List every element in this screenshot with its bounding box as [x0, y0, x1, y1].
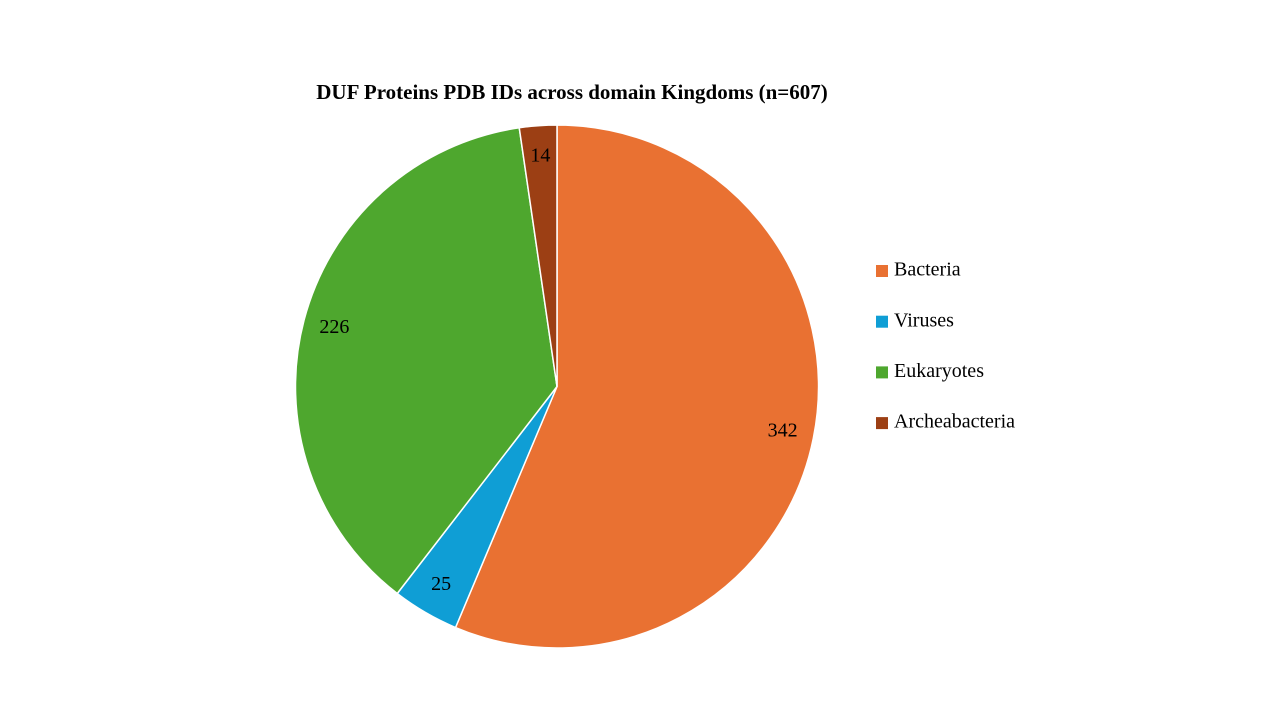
legend-label: Eukaryotes: [894, 360, 984, 382]
data-label: 25: [431, 573, 451, 595]
pie-slice: [294, 126, 558, 595]
legend-label: Viruses: [894, 309, 954, 331]
legend-label: Archeabacteria: [894, 411, 1015, 433]
legend-swatch: [876, 417, 888, 430]
legend-swatch: [876, 366, 888, 379]
pie-slice: [454, 124, 820, 649]
legend-swatch: [876, 265, 888, 277]
pie-slice: [518, 124, 558, 387]
legend-swatch: [876, 315, 888, 328]
data-label: 226: [319, 316, 349, 338]
data-label: 14: [530, 145, 550, 167]
chart-title: DUF Proteins PDB IDs across domain Kingd…: [316, 80, 828, 104]
data-label: 342: [768, 420, 798, 442]
legend-label: Bacteria: [894, 259, 961, 281]
